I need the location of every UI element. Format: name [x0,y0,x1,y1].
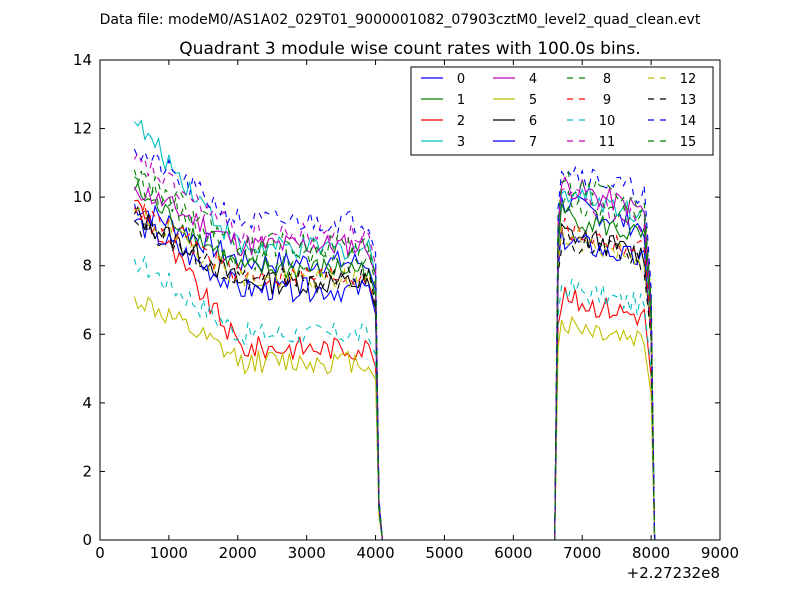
legend-label-15: 15 [680,135,697,150]
x-tick-label: 9000 [701,544,739,562]
series-line-14 [133,148,656,540]
y-tick-label: 4 [82,394,92,412]
legend-label-7: 7 [529,135,537,150]
y-tick-label: 10 [73,188,92,206]
legend-label-8: 8 [603,72,611,87]
y-tick-label: 2 [82,462,92,480]
legend-label-2: 2 [457,114,465,129]
y-tick-label: 0 [82,531,92,549]
series-line-12 [134,206,656,540]
legend-label-6: 6 [529,114,537,129]
x-tick-label: 7000 [563,544,601,562]
x-tick-label: 2000 [219,544,257,562]
series-line-5 [133,296,656,540]
series-line-4 [133,175,656,540]
figure-suptitle: Data file: modeM0/AS1A02_029T01_90000010… [100,12,701,28]
plot-area [99,59,721,541]
x-tick-label: 8000 [632,544,670,562]
series-line-2 [134,199,656,540]
x-tick-label: 1000 [150,544,188,562]
series-line-9 [133,202,656,540]
x-tick-label: 3000 [288,544,326,562]
series-line-1 [133,181,656,540]
x-tick-label: 4000 [356,544,394,562]
x-tick-label: 6000 [494,544,532,562]
x-tick-label: 5000 [425,544,463,562]
legend-label-3: 3 [457,135,465,150]
series-line-13 [134,218,656,540]
x-tick-label: 0 [95,544,105,562]
series-layer [133,119,656,540]
y-tick-label: 8 [82,257,92,275]
y-tick-label: 6 [82,325,92,343]
legend-frame [410,66,714,156]
series-line-15 [133,169,656,540]
legend-label-10: 10 [599,114,616,129]
legend-label-12: 12 [680,72,697,87]
legend-label-13: 13 [680,93,697,108]
legend-label-5: 5 [529,93,537,108]
x-axis: 0 1000 2000 3000 4000 5000 6000 7000 8000 9000 [95,60,739,562]
y-tick-label: 14 [73,51,92,69]
legend-label-1: 1 [457,93,465,108]
series-line-11 [133,151,656,540]
series-line-6 [133,205,656,540]
y-tick-label: 12 [73,120,92,138]
series-line-0 [133,195,656,540]
series-line-3 [133,119,656,540]
series-line-8 [134,170,656,540]
chart-title: Quadrant 3 module wise count rates with … [179,39,640,59]
series-line-10 [133,256,656,540]
legend-label-9: 9 [603,93,611,108]
series-line-7 [134,217,656,540]
legend-label-14: 14 [680,114,697,129]
plot-frame [99,59,721,541]
legend-label-0: 0 [457,72,465,87]
x-offset-label: +2.27232e8 [627,564,720,582]
legend-label-4: 4 [529,72,537,87]
legend-label-11: 11 [599,135,616,150]
